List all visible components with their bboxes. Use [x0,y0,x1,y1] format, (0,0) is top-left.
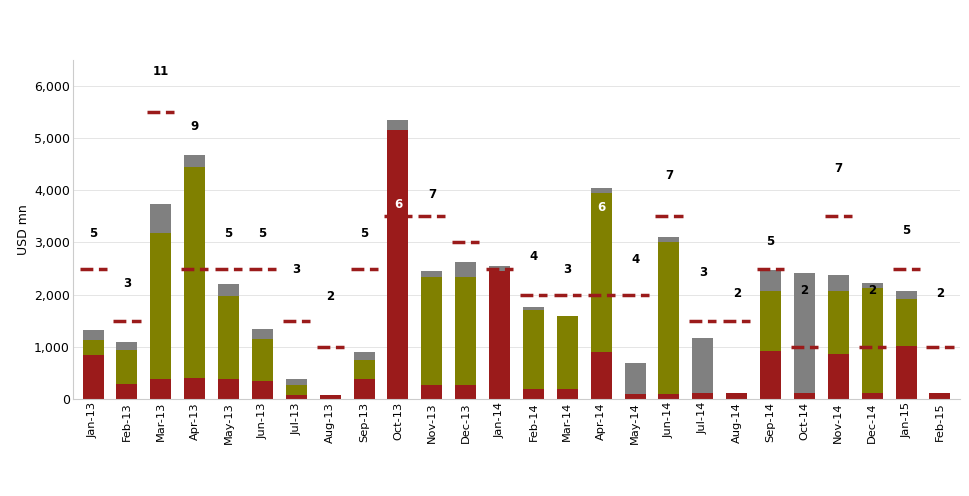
Bar [894,291,916,299]
Text: 3: 3 [123,276,131,290]
Bar [184,167,205,378]
Bar [794,273,814,393]
Bar [286,395,306,399]
Bar [218,379,238,399]
Bar [522,307,544,310]
Text: 2: 2 [799,284,808,297]
Bar [218,296,238,379]
Text: 7: 7 [833,162,841,175]
Bar [794,393,814,399]
Text: 2: 2 [732,287,740,300]
Bar [286,384,306,395]
Bar [252,339,272,381]
Bar [488,271,510,399]
Bar [624,363,645,394]
Bar [421,384,442,399]
Text: 3: 3 [563,263,571,276]
Bar [387,120,408,130]
Text: 5: 5 [495,227,503,240]
Bar [590,352,611,399]
Bar [658,237,678,243]
Bar [860,289,882,393]
Bar [421,277,442,384]
Bar [590,193,611,352]
Text: 6: 6 [393,198,402,211]
Bar [692,393,712,399]
Text: 5: 5 [766,235,774,248]
Bar [184,378,205,399]
Bar [116,350,138,383]
Text: 3: 3 [292,263,300,276]
Text: 2: 2 [326,290,334,303]
Bar [354,360,374,379]
Bar [320,395,340,399]
Bar [894,299,916,346]
Bar [150,233,172,379]
Text: 2: 2 [867,284,875,297]
Bar [488,266,510,271]
Bar [760,291,780,351]
Bar [454,384,476,399]
Bar [860,283,882,289]
Bar [556,389,578,399]
Bar [658,243,678,394]
Text: 4: 4 [630,253,639,266]
Bar [252,381,272,399]
Bar [116,342,138,350]
Bar [726,393,746,399]
Bar [827,275,848,291]
Bar [928,393,950,399]
Bar [454,262,476,277]
Bar [556,315,578,389]
Bar [82,340,104,355]
Bar [354,379,374,399]
Text: 6: 6 [461,203,469,216]
Bar [827,291,848,354]
Bar [624,394,645,399]
Bar [760,270,780,291]
Text: 11: 11 [152,65,169,78]
Bar [760,351,780,399]
Bar [894,346,916,399]
Text: 9: 9 [190,120,199,133]
Text: 6: 6 [597,201,605,214]
Bar [522,310,544,389]
Bar [286,379,306,384]
Bar [354,352,374,360]
Text: 7: 7 [427,187,435,201]
Bar [590,187,611,193]
Text: 5: 5 [224,227,233,240]
Bar [658,394,678,399]
Text: 5: 5 [901,224,909,237]
Bar [82,355,104,399]
Bar [387,130,408,399]
Text: 3: 3 [698,266,706,279]
Bar [150,204,172,233]
Text: 5: 5 [258,227,266,240]
Bar [116,383,138,399]
Text: 5: 5 [359,227,368,240]
Bar [184,155,205,167]
Text: 4: 4 [529,250,537,263]
Y-axis label: USD mn: USD mn [16,204,30,255]
Bar [218,284,238,296]
Bar [860,393,882,399]
Bar [454,277,476,384]
Bar [421,271,442,277]
Bar [252,329,272,339]
Bar [522,389,544,399]
Text: 7: 7 [664,169,672,183]
Text: 5: 5 [89,227,97,240]
Bar [82,330,104,340]
Text: Sukuk Issuance by Value, Number, and Type: Sukuk Issuance by Value, Number, and Typ… [10,20,441,38]
Bar [150,379,172,399]
Bar [692,338,712,393]
Bar [827,354,848,399]
Text: 2: 2 [935,287,943,300]
